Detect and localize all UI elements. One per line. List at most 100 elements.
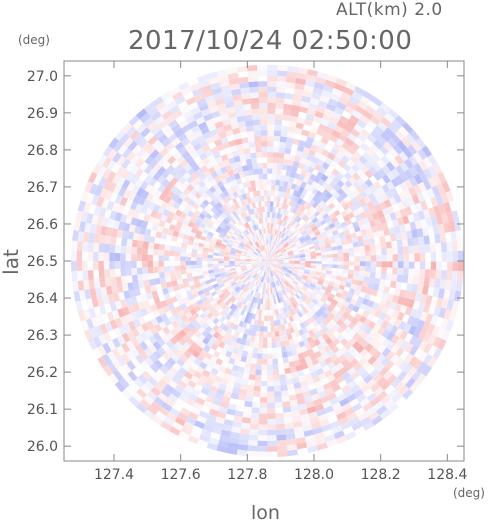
radar-cell [213,261,219,264]
radar-cell [276,445,287,451]
radar-cell [250,413,259,419]
radar-cell [251,103,260,109]
radar-cell [425,269,431,278]
radar-cell [274,407,283,413]
radar-cell [267,201,270,207]
radar-cell [267,81,277,87]
radar-cell [441,242,447,252]
radar-cell [262,207,265,213]
y-tick-label: 26.2 [27,365,58,381]
radar-cell [407,276,413,285]
radar-cell [419,269,425,278]
radar-cell [300,259,305,261]
radar-cell [376,267,382,274]
radar-cell [261,136,268,142]
radar-cell [267,152,273,158]
radar-cell [148,248,154,255]
radar-cell [278,369,285,375]
radar-cell [248,429,258,435]
radar-cell [267,452,278,458]
radar-cell [273,147,280,153]
radar-cell [387,267,393,274]
radar-cell [251,407,260,413]
radar-cell [147,254,153,261]
radar-cell [267,392,275,398]
radar-cell [263,179,268,185]
radar-cell [322,258,328,261]
radar-cell [276,87,286,93]
radar-cell [197,264,203,268]
radar-cell [264,190,268,196]
radar-cell [267,299,269,305]
radar-cell [436,261,442,271]
radar-cell [276,98,285,104]
radar-cell [370,250,376,256]
radar-cell [126,246,132,254]
radar-cell [93,251,99,261]
radar-cell [403,268,409,276]
radar-cell [259,185,264,191]
radar-cell [253,169,259,175]
radar-cell [137,274,143,282]
radar-cell [257,65,268,71]
radar-cell [126,253,132,261]
radar-cell [164,266,170,272]
radar-cell [274,130,282,136]
radar-cell [354,251,360,256]
radar-cell [258,413,267,419]
radar-cell [267,294,269,299]
radar-cell [327,261,333,265]
radar-cell [267,326,271,332]
radar-cell [282,115,291,121]
radar-cell [258,168,263,174]
radar-cell [260,381,267,387]
radar-cell [376,249,382,256]
radar-cell [196,261,202,265]
radar-cell [275,114,284,120]
radar-cell [256,359,262,365]
radar-cell [254,375,261,381]
radar-cell [169,265,175,271]
radar-cell [263,332,267,338]
radar-cell [262,168,267,174]
radar-cell [457,271,463,282]
radar-cell [280,385,288,391]
radar-cell [224,261,230,263]
radar-cell [82,241,88,252]
radar-cell [275,109,284,115]
radar-cell [88,241,94,251]
radar-cell [409,261,415,269]
radar-cell [120,253,126,261]
radar-cell [259,97,268,103]
radar-cell [257,158,263,164]
radar-cell [265,212,268,218]
radar-cell [87,260,93,270]
radar-cell [258,87,268,93]
radar-cell [170,270,176,276]
radar-cell [255,369,262,375]
radar-cell [273,141,280,147]
radar-cell [274,391,282,397]
radar-cell [273,380,280,386]
radar-cell [131,253,137,261]
radar-cell [382,261,388,268]
radar-cell [164,271,170,277]
radar-cell [254,174,259,180]
radar-cell [137,267,143,275]
radar-cell [398,254,404,262]
radar-cell [375,243,381,250]
radar-cell [262,152,268,158]
radar-cell [82,270,88,281]
radar-cell [381,267,387,274]
radar-cell [249,142,256,148]
radar-cell [264,201,267,207]
radar-cell [263,337,268,343]
radar-cell [256,152,262,158]
radar-cell [99,243,105,253]
radar-cell [186,265,192,270]
radar-cell [408,246,414,255]
radar-cell [371,261,377,267]
radar-cell [169,255,175,261]
radar-cell [153,249,159,256]
radar-cell [275,413,284,419]
